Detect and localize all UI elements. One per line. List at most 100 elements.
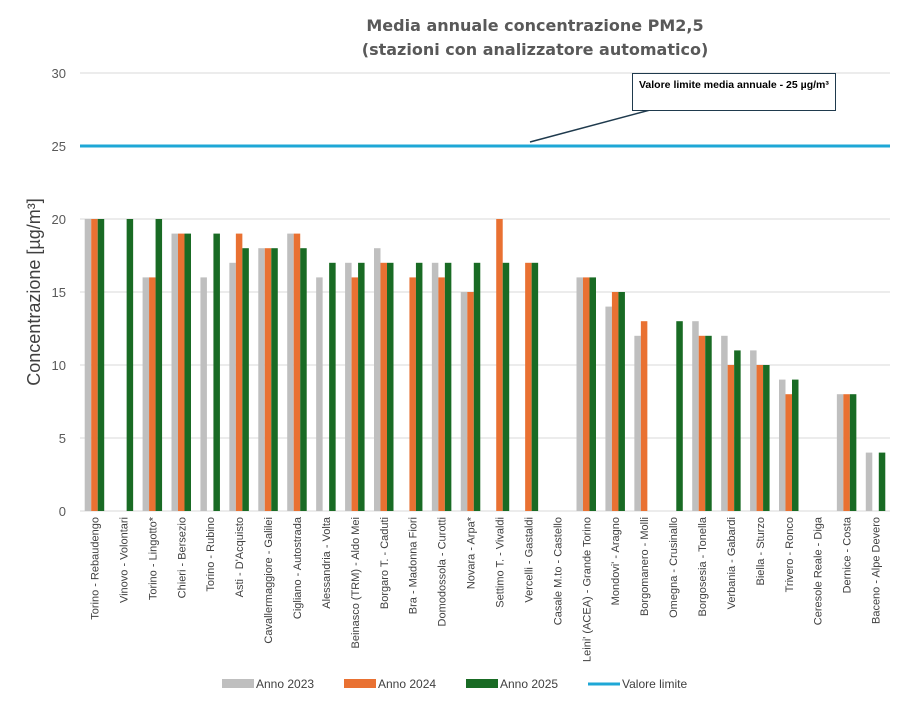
bar-anno-2024 xyxy=(525,262,532,511)
bar-anno-2024 xyxy=(91,219,98,511)
bar-anno-2025 xyxy=(705,335,712,511)
bar-anno-2025 xyxy=(300,248,307,511)
bar-anno-2025 xyxy=(763,365,770,511)
bar-anno-2025 xyxy=(387,262,394,511)
y-tick-label: 20 xyxy=(52,212,66,227)
bar-anno-2025 xyxy=(358,262,365,511)
bar-anno-2023 xyxy=(865,452,873,511)
title-line-1: Media annuale concentrazione PM2,5 xyxy=(366,16,704,35)
bar-anno-2025 xyxy=(97,219,105,511)
y-tick-label: 10 xyxy=(52,358,66,373)
chart-title: Media annuale concentrazione PM2,5 (staz… xyxy=(300,14,770,62)
bar-anno-2025 xyxy=(531,262,539,511)
legend-label: Anno 2024 xyxy=(378,677,436,691)
x-tick-label: Cavallermaggiore - Galilei xyxy=(263,517,275,644)
bar-anno-2024 xyxy=(438,277,445,511)
legend-swatch xyxy=(344,679,376,688)
title-line-2: (stazioni con analizzatore automatico) xyxy=(361,40,709,59)
bar-anno-2024 xyxy=(756,365,764,511)
bar-anno-2025 xyxy=(126,219,134,511)
annotation-leader xyxy=(529,109,651,143)
bar-anno-2023 xyxy=(258,248,265,511)
y-tick-label: 5 xyxy=(59,431,66,446)
x-tick-label: Torino - Rebaudengo xyxy=(89,517,101,620)
x-tick-label: Baceno - Alpe Devero xyxy=(871,517,883,624)
legend-swatch xyxy=(222,679,254,688)
x-tick-label: Vercelli - Gastaldi xyxy=(523,517,535,603)
bar-anno-2023 xyxy=(345,262,352,511)
x-tick-label: Asti - D'Acquisto xyxy=(234,517,246,597)
bar-anno-2023 xyxy=(84,219,92,511)
bar-anno-2024 xyxy=(640,321,648,511)
legend-label: Anno 2025 xyxy=(500,677,558,691)
bar-anno-2023 xyxy=(200,277,207,511)
x-tick-label: Verbania - Gabardi xyxy=(726,517,738,609)
bar-anno-2025 xyxy=(792,379,799,511)
bar-anno-2024 xyxy=(727,365,735,511)
x-tick-label: Domodossola - Curotti xyxy=(437,517,449,626)
bar-anno-2025 xyxy=(676,321,683,511)
bar-anno-2024 xyxy=(611,292,619,511)
bar-anno-2025 xyxy=(271,248,278,511)
bar-anno-2025 xyxy=(415,262,423,511)
bar-anno-2024 xyxy=(235,233,243,511)
x-tick-label: Borgomanero - Molli xyxy=(639,517,651,616)
bar-anno-2025 xyxy=(473,262,481,511)
x-tick-label: Mondovi' - Aragno xyxy=(610,517,622,605)
x-tick-label: Dernice - Costa xyxy=(842,516,854,593)
bar-anno-2024 xyxy=(264,248,272,511)
bar-anno-2025 xyxy=(502,262,510,511)
bar-anno-2024 xyxy=(293,233,301,511)
bar-anno-2024 xyxy=(496,219,503,511)
bar-anno-2025 xyxy=(213,233,220,511)
legend-swatch xyxy=(466,679,498,688)
x-tick-label: Torino - Rubino xyxy=(205,517,217,592)
bar-anno-2023 xyxy=(779,379,786,511)
bar-anno-2024 xyxy=(178,233,185,511)
y-tick-label: 0 xyxy=(59,504,66,519)
bar-anno-2023 xyxy=(605,306,612,511)
bar-anno-2024 xyxy=(409,277,416,511)
x-tick-label: Beinasco (TRM) - Aldo Mei xyxy=(350,517,362,648)
bar-anno-2023 xyxy=(316,277,323,511)
bar-anno-2023 xyxy=(142,277,150,511)
bar-anno-2024 xyxy=(843,394,850,511)
x-tick-label: Omegna - Crusinallo xyxy=(668,517,680,618)
y-tick-label: 30 xyxy=(52,66,66,81)
x-tick-label: Bra - Madonna Fiori xyxy=(408,517,420,614)
x-tick-label: Novara - Arpa* xyxy=(466,516,478,589)
bar-anno-2023 xyxy=(721,335,728,511)
bar-anno-2024 xyxy=(149,277,156,511)
y-tick-label: 25 xyxy=(52,139,66,154)
limit-annotation: Valore limite media annuale - 25 µg/m³ xyxy=(632,73,836,111)
bar-anno-2024 xyxy=(785,394,792,511)
bar-anno-2024 xyxy=(380,262,387,511)
y-tick-label: 15 xyxy=(52,285,66,300)
bar-anno-2024 xyxy=(698,335,706,511)
x-tick-label: Torino - Lingotto* xyxy=(147,516,159,600)
x-tick-label: Casale M.to - Castello xyxy=(552,517,564,625)
bar-anno-2025 xyxy=(734,350,741,511)
x-tick-label: Cigliano - Autostrada xyxy=(292,516,304,619)
bar-anno-2025 xyxy=(589,277,596,511)
x-tick-label: Vinovo - Volontari xyxy=(118,517,130,603)
bar-anno-2024 xyxy=(467,292,474,511)
legend-label: Valore limite xyxy=(622,677,687,691)
x-tick-label: Settimo T. - Vivaldi xyxy=(494,517,506,608)
bar-anno-2024 xyxy=(351,277,359,511)
bar-anno-2024 xyxy=(583,277,590,511)
bar-anno-2023 xyxy=(750,350,757,511)
bar-anno-2025 xyxy=(444,262,452,511)
x-tick-label: Alessandria - Volta xyxy=(321,516,333,609)
bar-anno-2023 xyxy=(692,321,699,511)
x-tick-label: Biella - Sturzo xyxy=(755,517,767,585)
legend-label: Anno 2023 xyxy=(256,677,314,691)
bar-anno-2025 xyxy=(878,452,886,511)
bar-anno-2025 xyxy=(329,262,336,511)
bar-anno-2023 xyxy=(171,233,178,511)
bar-anno-2023 xyxy=(836,394,844,511)
bar-anno-2023 xyxy=(374,248,381,511)
bar-anno-2025 xyxy=(849,394,857,511)
